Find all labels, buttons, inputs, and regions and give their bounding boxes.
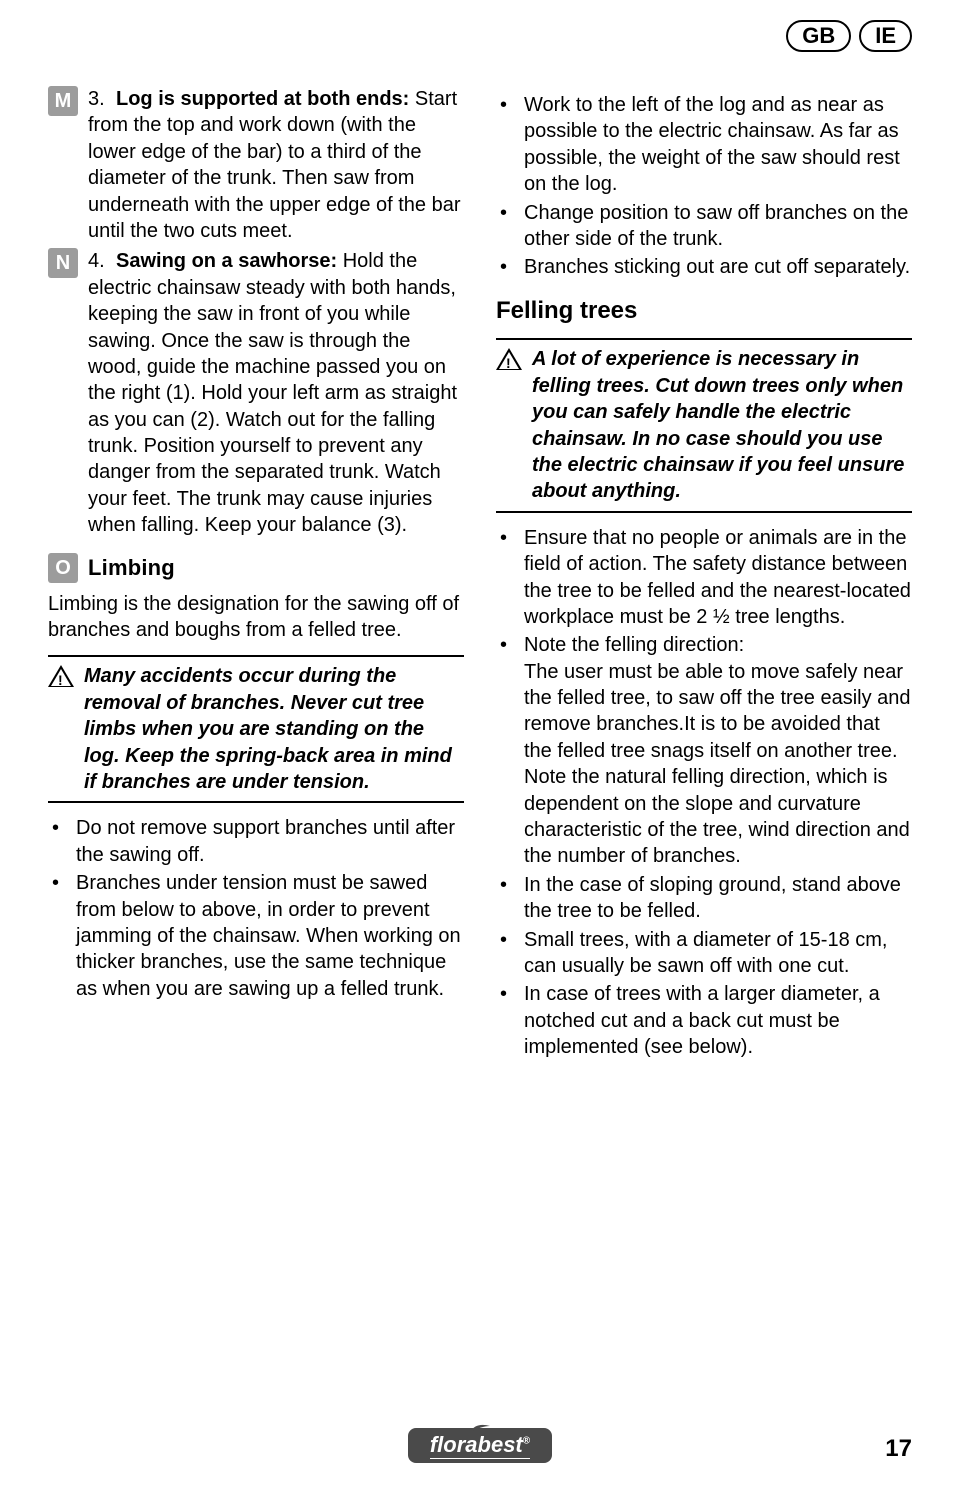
footer: florabest® (0, 1428, 960, 1463)
felling-bullet-3: In the case of sloping ground, stand abo… (496, 872, 912, 925)
top-bullet-2: Change position to saw off branches on t… (496, 200, 912, 253)
list-item-4: N 4.Sawing on a sawhorse: Hold the elect… (48, 248, 464, 538)
felling-warning: ! A lot of experience is necessary in fe… (496, 338, 912, 512)
limbing-bullet-2: Branches under tension must be sawed fro… (48, 870, 464, 1002)
limbing-para: Limbing is the designation for the sawin… (48, 591, 464, 644)
brand-logo: florabest® (408, 1428, 552, 1463)
side-icon-col: O (48, 553, 88, 583)
top-bullet-1: Work to the left of the log and as near … (496, 92, 912, 198)
felling-warn-text: A lot of experience is necessary in fell… (532, 346, 912, 504)
limbing-heading: Limbing (88, 553, 175, 582)
item3-body: Start from the top and work down (with t… (88, 88, 461, 242)
felling-bullet-5: In case of trees with a larger diameter,… (496, 981, 912, 1060)
limbing-bullet-1: Do not remove support branches until aft… (48, 815, 464, 868)
felling-bullet-2: Note the felling direction: The user mus… (496, 632, 912, 870)
ref-icon-n: N (48, 248, 78, 278)
felling-bullets: Ensure that no people or animals are in … (496, 525, 912, 1061)
limbing-warn-text: Many accidents occur during the removal … (84, 663, 464, 795)
ref-icon-m: M (48, 86, 78, 116)
item4-num: 4. (88, 248, 116, 274)
page-number: 17 (885, 1435, 912, 1463)
felling-heading: Felling trees (496, 295, 912, 327)
brand-name: florabest (430, 1432, 523, 1457)
felling-bullet-4: Small trees, with a diameter of 15-18 cm… (496, 927, 912, 980)
country-badges: GB IE (786, 20, 912, 52)
ref-icon-o: O (48, 553, 78, 583)
badge-gb: GB (786, 20, 851, 52)
side-icon-col: N (48, 248, 88, 538)
felling-bullet-1: Ensure that no people or animals are in … (496, 525, 912, 631)
item4-text: 4.Sawing on a sawhorse: Hold the electri… (88, 248, 464, 538)
content-columns: M 3.Log is supported at both ends: Start… (48, 86, 912, 1067)
top-bullets: Work to the left of the log and as near … (496, 92, 912, 281)
warning-icon: ! (48, 663, 84, 694)
right-column: Work to the left of the log and as near … (496, 86, 912, 1067)
leaf-icon (468, 1422, 492, 1434)
limbing-heading-row: O Limbing (48, 553, 464, 583)
list-item-3: M 3.Log is supported at both ends: Start… (48, 86, 464, 244)
limbing-bullets: Do not remove support branches until aft… (48, 815, 464, 1002)
item3-num: 3. (88, 86, 116, 112)
left-column: M 3.Log is supported at both ends: Start… (48, 86, 464, 1067)
top-bullet-3: Branches sticking out are cut off separa… (496, 254, 912, 280)
warning-icon: ! (496, 346, 532, 377)
badge-ie: IE (859, 20, 912, 52)
side-icon-col: M (48, 86, 88, 244)
item3-lead: Log is supported at both ends: (116, 88, 409, 110)
limbing-warning: ! Many accidents occur during the remova… (48, 655, 464, 803)
item3-text: 3.Log is supported at both ends: Start f… (88, 86, 464, 244)
item4-lead: Sawing on a sawhorse: (116, 250, 337, 272)
item4-body: Hold the electric chainsaw steady with b… (88, 250, 457, 536)
